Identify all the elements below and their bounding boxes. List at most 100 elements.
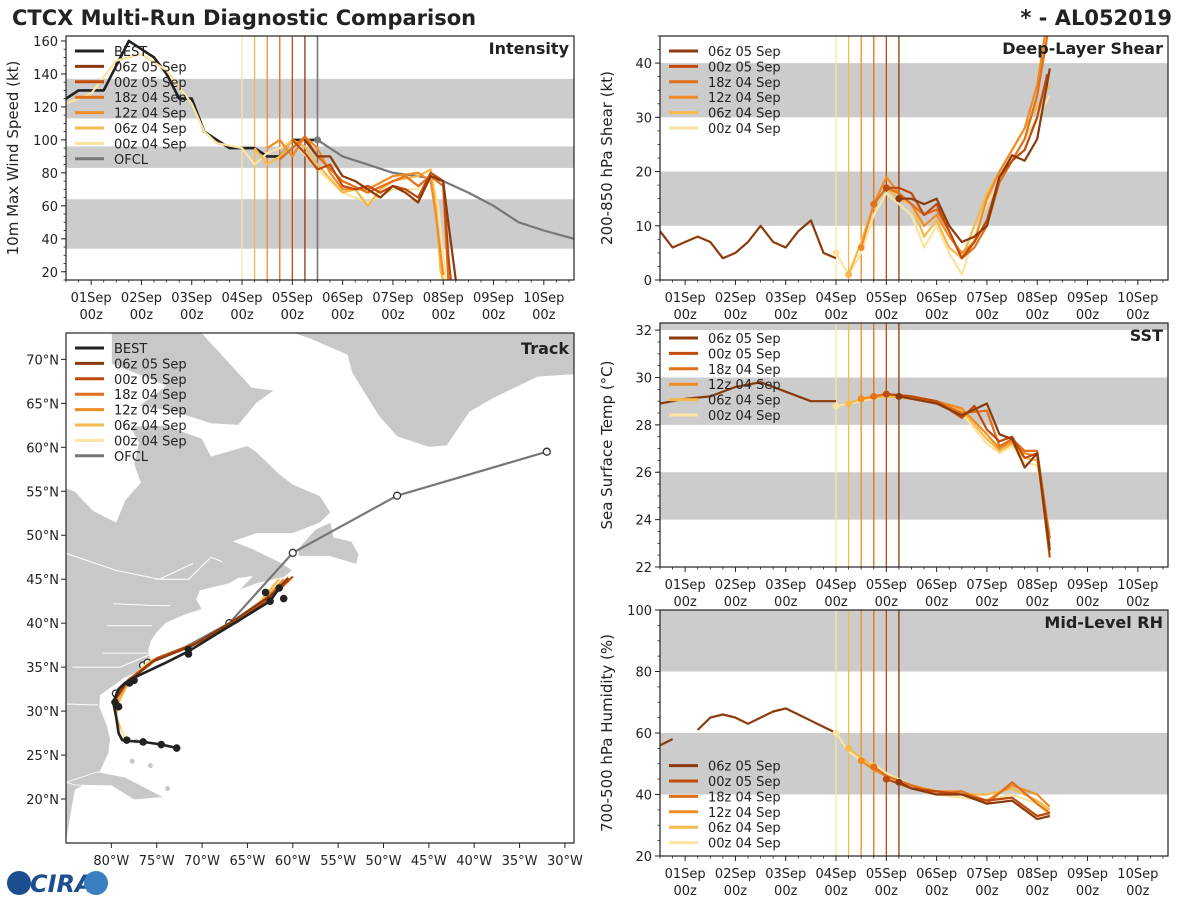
sst-xtick-day: 05Sep: [866, 578, 907, 593]
track-xtick-label: 80°W: [93, 854, 129, 869]
intensity-ytick-label: 140: [33, 68, 58, 83]
intensity-xtick-hour: 00z: [79, 308, 103, 323]
rh-xtick-day: 08Sep: [1017, 867, 1058, 882]
shear-xtick-hour: 00z: [724, 308, 748, 323]
intensity-panel: 20 40 60 80 100 120 140 160 01Sep 00z 02Sep 00z 03Se…: [4, 35, 575, 323]
sst-legend-label: 18z 04 Sep: [708, 363, 781, 378]
shear-xtick-day: 10Sep: [1117, 291, 1158, 306]
intensity-legend-label: OFCL: [114, 153, 149, 168]
sst-run-start-point: [870, 392, 878, 400]
rh-run-start-point: [882, 775, 890, 783]
track-map-area: [66, 333, 574, 843]
shear-legend-label: 00z 04 Sep: [708, 122, 781, 137]
sst-xtick-hour: 00z: [1126, 595, 1150, 610]
sst-ylabel: Sea Surface Temp (°C): [598, 360, 616, 529]
rh-legend-label: 12z 04 Sep: [708, 806, 781, 821]
track-filled-marker: [130, 676, 138, 685]
intensity-legend-label: 06z 05 Sep: [114, 60, 187, 75]
track-filled-marker: [139, 738, 147, 746]
rh-xtick-day: 04Sep: [816, 867, 857, 882]
sst-xtick-day: 06Sep: [916, 578, 957, 593]
track-filled-marker: [157, 740, 166, 749]
rh-ytick-label: 40: [635, 789, 652, 804]
shear-plot-area: [660, 36, 1168, 280]
track-xtick-label: 40°W: [456, 854, 492, 869]
intensity-xtick-hour: 00z: [331, 308, 355, 323]
intensity-xtick-hour: 00z: [532, 308, 556, 323]
bahamas-island: [129, 758, 135, 764]
intensity-ofcl-start-point: [313, 136, 321, 144]
intensity-legend-label: 00z 04 Sep: [114, 137, 187, 152]
shear-xtick-hour: 00z: [925, 308, 949, 323]
track-xtick-label: 50°W: [366, 854, 402, 869]
shear-run-start-point: [845, 271, 853, 279]
track-ytick-label: 70°N: [26, 353, 59, 368]
sst-xtick-day: 07Sep: [966, 578, 1007, 593]
rh-xtick-hour: 00z: [724, 884, 748, 899]
rh-ytick-label: 80: [635, 666, 652, 681]
sst-xtick-hour: 00z: [975, 595, 999, 610]
state-border: [113, 603, 171, 607]
sst-run-start-point: [857, 395, 865, 403]
shear-legend-label: 06z 05 Sep: [708, 45, 781, 60]
sst-legend-label: 06z 04 Sep: [708, 394, 781, 409]
shear-xtick-hour: 00z: [875, 308, 899, 323]
intensity-xtick-hour: 00z: [432, 308, 456, 323]
track-filled-marker: [172, 744, 181, 752]
shear-ytick-label: 0: [644, 274, 652, 289]
shear-xtick-day: 01Sep: [665, 291, 706, 306]
track-legend-label: 06z 04 Sep: [114, 419, 187, 434]
sst-frame: [659, 322, 1169, 568]
intensity-xtick-day: 06Sep: [322, 291, 363, 306]
sst-xtick-day: 02Sep: [715, 578, 756, 593]
sst-series-line: [898, 395, 1051, 551]
rh-xtick-hour: 00z: [774, 884, 798, 899]
rh-plot-area: [660, 610, 1168, 856]
intensity-ytick-label: 80: [41, 167, 58, 182]
intensity-band: [66, 78, 574, 119]
sst-run-start-point: [882, 390, 890, 398]
rh-run-start-point: [832, 729, 840, 737]
track-filled-marker: [266, 597, 274, 605]
sst-run-start-point: [845, 400, 853, 408]
track-filled-marker: [122, 736, 131, 744]
rh-xtick-day: 01Sep: [665, 867, 706, 882]
rh-xtick-day: 02Sep: [715, 867, 756, 882]
track-ytick-label: 25°N: [26, 749, 59, 764]
intensity-series-line: [66, 52, 447, 280]
track-ytick-label: 40°N: [26, 617, 59, 632]
track-open-marker: [288, 548, 297, 557]
track-xtick-label: 55°W: [320, 854, 356, 869]
intensity-ytick-label: 120: [33, 101, 58, 116]
storm-id: * - AL052019: [1020, 6, 1172, 30]
rh-xtick-hour: 00z: [875, 884, 899, 899]
track-legend-label: OFCL: [114, 450, 149, 465]
rh-xtick-hour: 00z: [824, 884, 848, 899]
shear-xtick-day: 07Sep: [966, 291, 1007, 306]
north-america-land: [66, 424, 332, 843]
intensity-xtick-hour: 00z: [230, 308, 254, 323]
rh-run-start-point: [870, 763, 878, 771]
intensity-ytick-label: 40: [41, 233, 58, 248]
shear-xtick-hour: 00z: [824, 308, 848, 323]
rh-xtick-day: 09Sep: [1067, 867, 1108, 882]
shear-xtick-day: 02Sep: [715, 291, 756, 306]
intensity-xtick-day: 05Sep: [272, 291, 313, 306]
shear-series-line: [660, 219, 837, 260]
sst-title: SST: [1130, 326, 1163, 345]
shear-ytick-label: 30: [635, 111, 652, 126]
rh-xtick-hour: 00z: [975, 884, 999, 899]
track-ytick-label: 55°N: [26, 485, 59, 500]
track-panel: 20°N 25°N 30°N 35°N 40°N 45°N 50°N 55°N 60°N 65°N…: [26, 332, 583, 869]
track-ytick-label: 20°N: [26, 793, 59, 808]
shear-xtick-day: 09Sep: [1067, 291, 1108, 306]
state-border: [72, 653, 152, 668]
rh-xtick-day: 06Sep: [916, 867, 957, 882]
shear-xtick-hour: 00z: [1076, 308, 1100, 323]
shear-xtick-hour: 00z: [774, 308, 798, 323]
track-legend-label: BEST: [114, 342, 147, 357]
greenland-land: [292, 333, 574, 448]
intensity-xtick-day: 08Sep: [423, 291, 464, 306]
sst-series-line: [848, 395, 1051, 549]
